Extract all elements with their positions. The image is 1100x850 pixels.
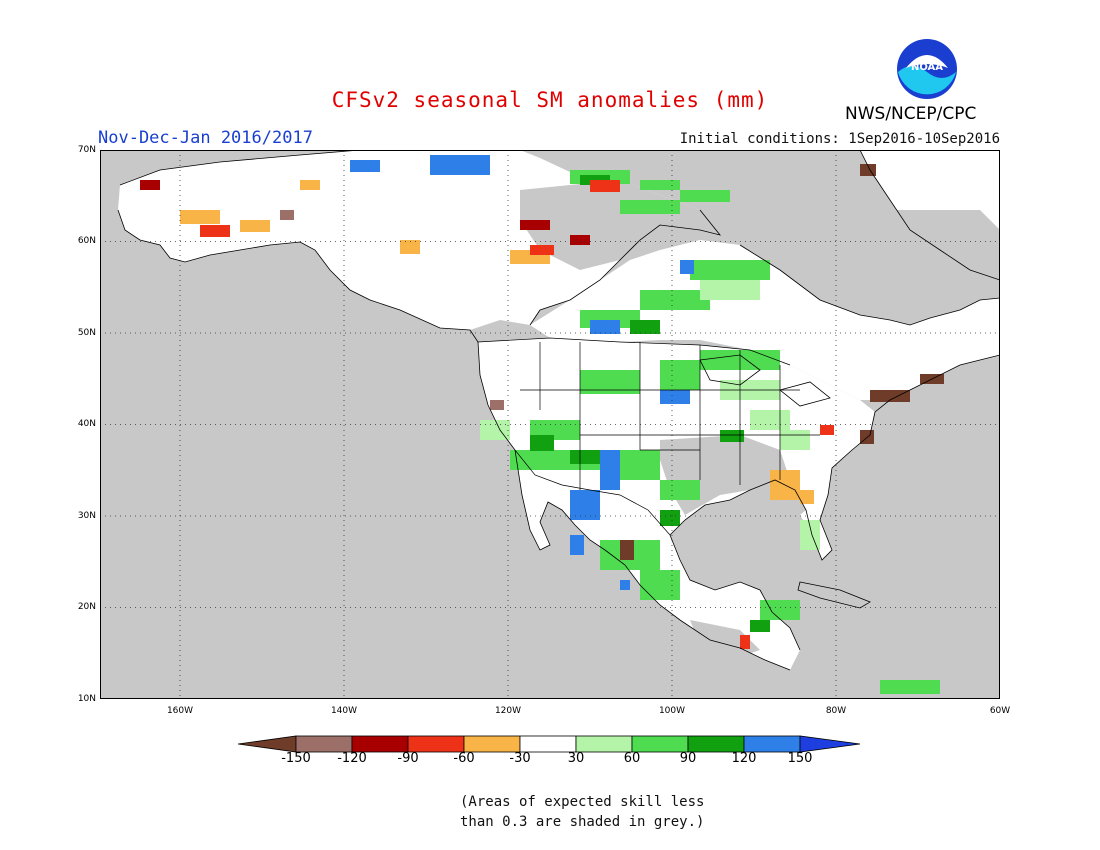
coastlines [117, 150, 1000, 671]
colorbar-label: 120 [731, 751, 757, 766]
cells-plus-120-150 [350, 155, 694, 590]
lon-label-60w: 60W [989, 706, 1011, 716]
lon-label-100w: 100W [658, 706, 686, 716]
colorbar-label: -150 [281, 751, 311, 766]
lat-label-20n: 20N [77, 602, 96, 612]
lat-label-30n: 30N [77, 511, 96, 521]
colorbar-label: 30 [567, 751, 585, 766]
colorbar-swatch-0 [238, 735, 297, 753]
colorbar-swatch-5 [519, 735, 577, 753]
colorbar-swatch-6 [575, 735, 633, 753]
lat-label-60n: 60N [77, 236, 96, 246]
footnote-line-2: than 0.3 are shaded in grey.) [460, 814, 705, 830]
colorbar-swatch-4 [463, 735, 521, 753]
skill-footnote: (Areas of expected skill less than 0.3 a… [460, 792, 740, 832]
colorbar-swatch-7 [631, 735, 689, 753]
anomaly-map [100, 150, 1000, 699]
lon-label-120w: 120W [494, 706, 522, 716]
colorbar-label: 60 [623, 751, 641, 766]
initial-conditions: Initial conditions: 1Sep2016-10Sep2016 [679, 131, 1000, 147]
colorbar-swatch-10 [799, 735, 861, 753]
colorbar-swatch-1 [295, 735, 353, 753]
lon-label-140w: 140W [330, 706, 358, 716]
cells-minus-90-120 [140, 180, 590, 245]
colorbar-label: -60 [453, 751, 475, 766]
cells-minus-120-150 [280, 210, 504, 410]
lat-label-40n: 40N [77, 419, 96, 429]
footnote-line-1: (Areas of expected skill less [460, 794, 705, 810]
lat-label-10n: 10N [77, 694, 96, 704]
noaa-logo-text: NOAA [911, 62, 943, 73]
lon-label-80w: 80W [825, 706, 847, 716]
agency-name: NWS/NCEP/CPC [845, 104, 977, 124]
anomaly-cells [140, 155, 944, 694]
graticule [100, 150, 1000, 699]
lat-label-70n: 70N [77, 145, 96, 155]
lat-label-50n: 50N [77, 328, 96, 338]
colorbar-swatch-8 [687, 735, 745, 753]
colorbar-swatch-3 [407, 735, 465, 753]
colorbar [238, 735, 861, 753]
colorbar-label: -120 [337, 751, 367, 766]
noaa-logo-icon: NOAA [897, 39, 957, 99]
colorbar-label: 90 [679, 751, 697, 766]
colorbar-swatch-9 [743, 735, 801, 753]
lon-label-160w: 160W [166, 706, 194, 716]
colorbar-swatch-2 [351, 735, 409, 753]
chart-title: CFSv2 seasonal SM anomalies (mm) [331, 88, 769, 112]
cells-minus-60-90 [200, 180, 834, 649]
forecast-period: Nov-Dec-Jan 2016/2017 [98, 128, 313, 148]
colorbar-label: -90 [397, 751, 419, 766]
colorbar-label: -30 [509, 751, 531, 766]
colorbar-label: 150 [787, 751, 813, 766]
political-borders [477, 337, 820, 536]
